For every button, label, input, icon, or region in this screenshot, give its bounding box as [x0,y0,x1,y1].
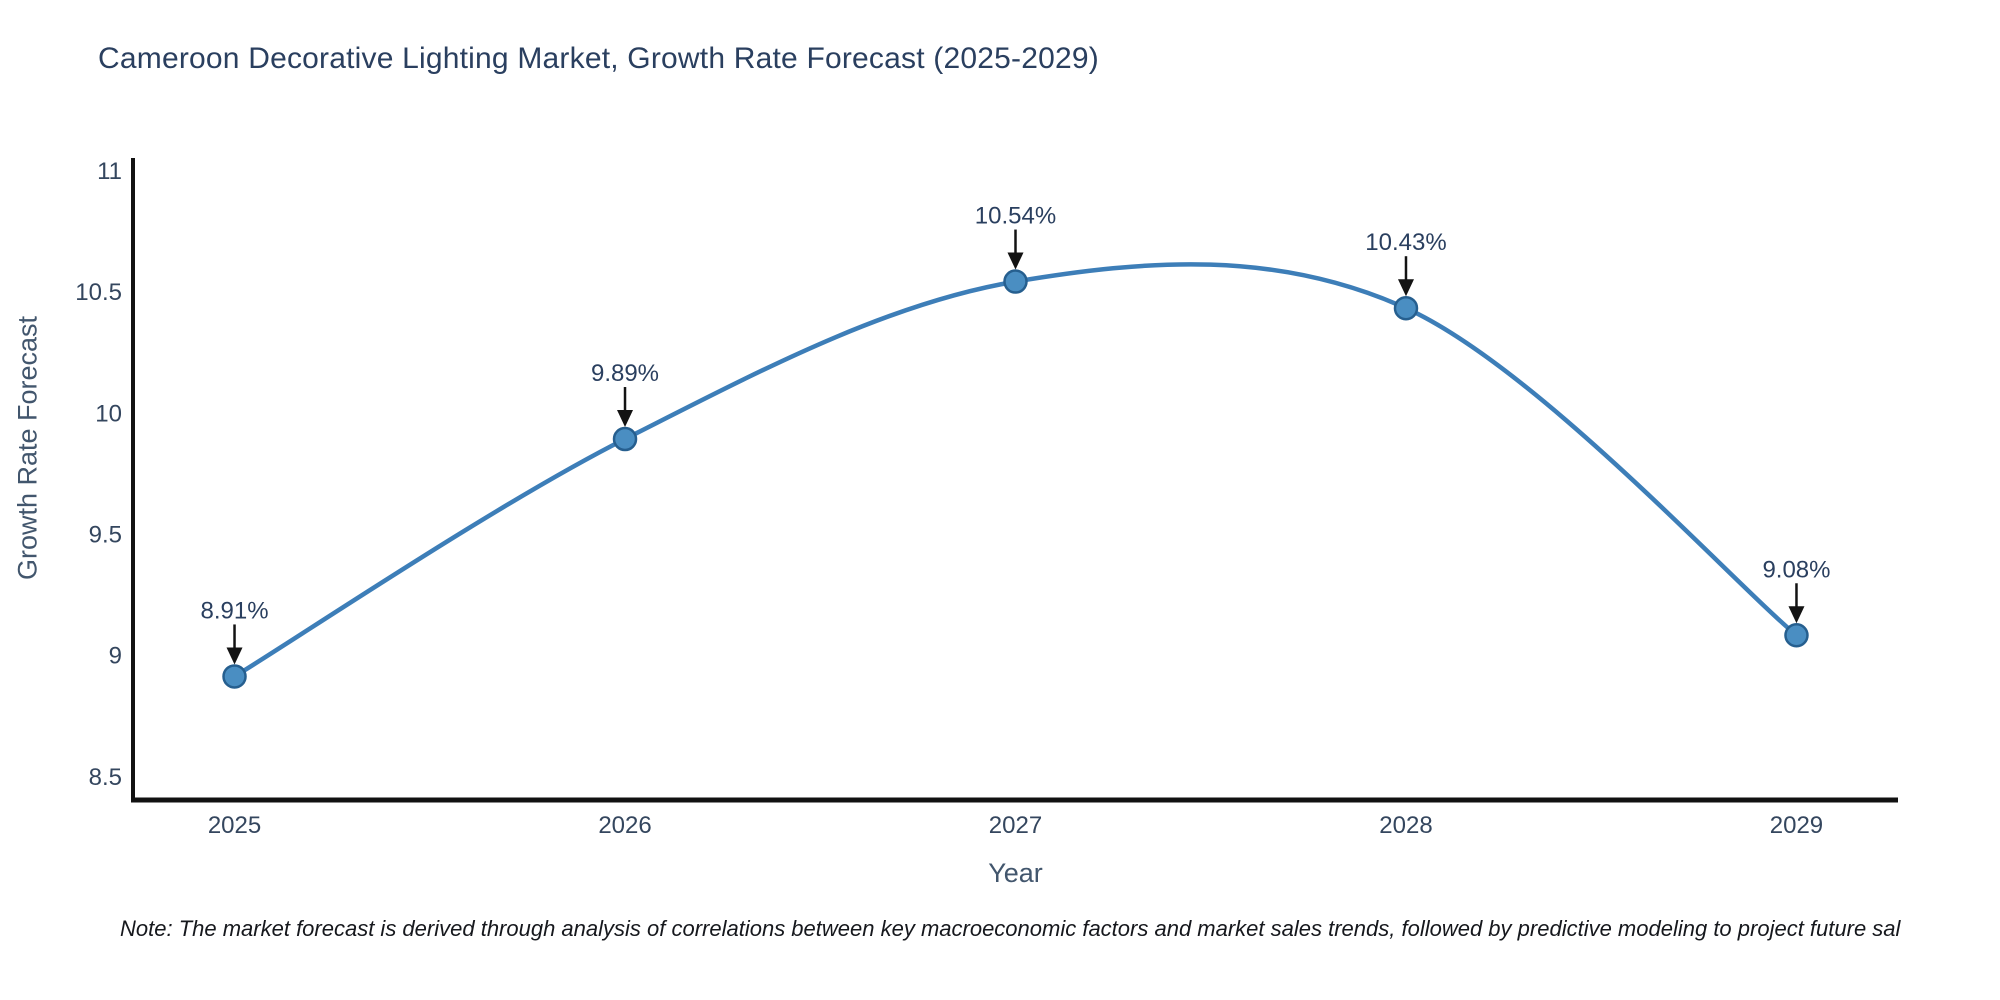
data-point[interactable] [1784,623,1809,648]
footnote: Note: The market forecast is derived thr… [120,916,1901,941]
data-point[interactable] [1393,295,1419,321]
point-annotation-label: 9.89% [591,360,659,387]
x-tick-label: 2028 [1379,812,1432,839]
x-tick-label: 2025 [208,812,261,839]
data-point[interactable] [222,664,247,689]
annotation-arrowhead-icon [617,410,634,428]
x-tick-label: 2027 [989,812,1042,839]
point-annotation-label: 9.08% [1762,556,1830,583]
y-tick-label: 10 [95,400,122,427]
data-point[interactable] [1003,269,1028,294]
y-tick-label: 10.5 [75,279,122,306]
point-annotation-label: 10.54% [975,203,1056,230]
annotation-arrowhead-icon [1788,606,1805,624]
y-axis-title: Growth Rate Forecast [12,315,43,581]
chart-title: Cameroon Decorative Lighting Market, Gro… [98,42,1099,75]
annotation-arrowhead-icon [226,647,243,665]
y-tick-label: 11 [97,158,122,185]
y-tick-label: 9.5 [89,522,122,549]
x-axis-title: Year [988,858,1043,888]
annotation-arrowhead-icon [1397,279,1414,297]
y-tick-label: 9 [109,643,122,670]
point-annotation-label: 8.91% [200,597,268,624]
x-tick-label: 2029 [1770,812,1823,839]
data-point[interactable] [612,426,638,452]
point-annotation-label: 10.43% [1365,229,1446,256]
x-tick-label: 2026 [598,812,651,839]
annotation-arrowhead-icon [1007,252,1024,270]
y-tick-label: 8.5 [89,764,122,791]
